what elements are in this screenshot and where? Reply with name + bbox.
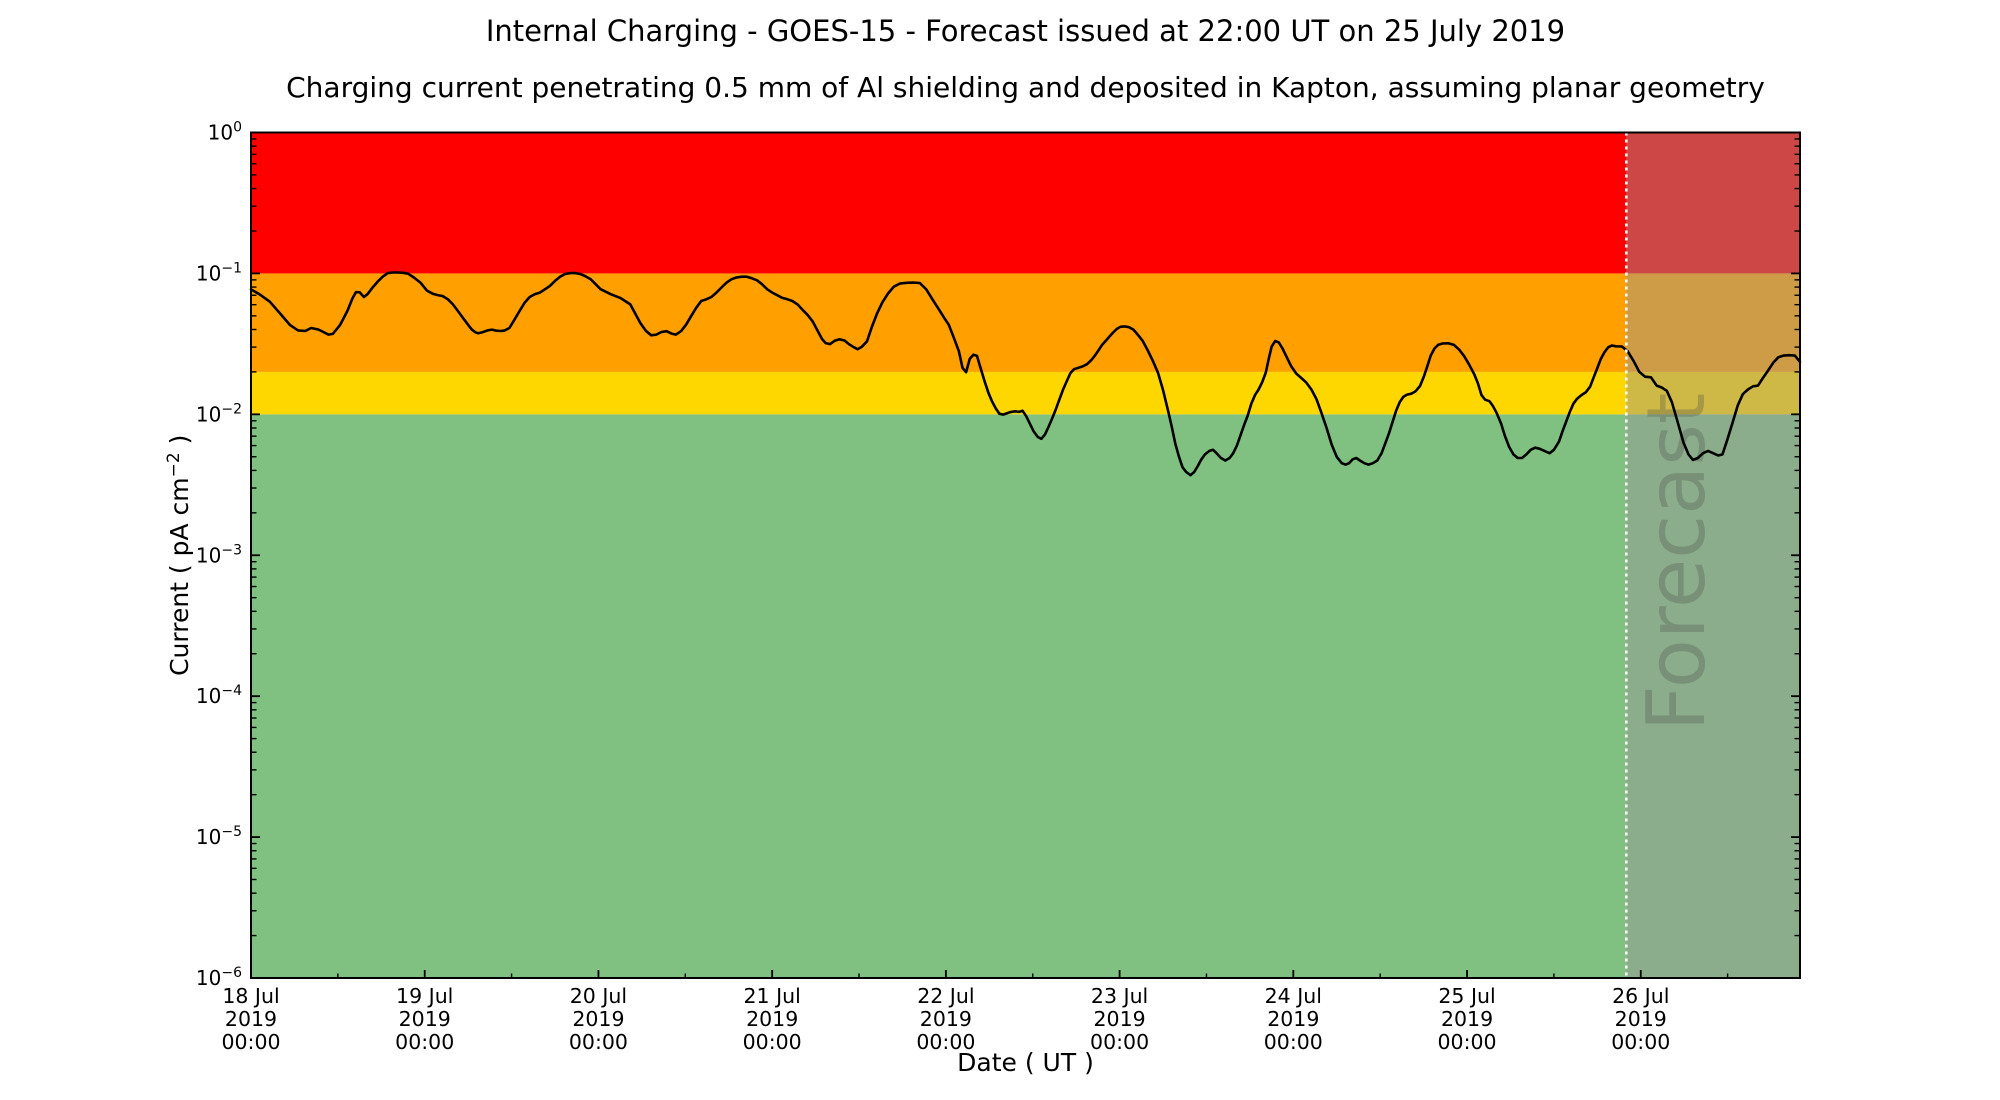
chart-subtitle: Charging current penetrating 0.5 mm of A… (286, 71, 1765, 104)
x-tick-label: 21 Jul 2019 00:00 (743, 984, 802, 1054)
x-tick-label: 18 Jul 2019 00:00 (221, 984, 280, 1054)
plot-border (250, 131, 1801, 979)
x-tick-label: 19 Jul 2019 00:00 (395, 984, 454, 1054)
x-tick-label: 20 Jul 2019 00:00 (569, 984, 628, 1054)
x-tick-label: 24 Jul 2019 00:00 (1264, 984, 1323, 1054)
band-yellow-zone (251, 371, 1800, 415)
y-tick-label: 10−3 (196, 542, 242, 567)
y-tick-label: 10−2 (196, 401, 242, 426)
y-tick-label: 10−5 (196, 824, 242, 849)
forecast-watermark: Forecast (1630, 393, 1723, 732)
y-tick-label: 10−1 (196, 260, 242, 285)
x-tick-label: 26 Jul 2019 00:00 (1611, 984, 1670, 1054)
x-tick-label: 23 Jul 2019 00:00 (1090, 984, 1149, 1054)
chart-title: Internal Charging - GOES-15 - Forecast i… (485, 14, 1566, 48)
series-charging-current (249, 271, 1802, 477)
y-tick-label: 10−4 (196, 683, 242, 708)
band-red-zone (251, 132, 1800, 274)
x-axis-title: Date ( UT ) (957, 1048, 1094, 1077)
y-tick-label: 100 (208, 120, 242, 145)
forecast-overlay (1626, 132, 1800, 978)
band-green-zone (251, 414, 1800, 978)
y-axis-title: Current ( pA cm−2 ) (164, 435, 194, 676)
x-tick-label: 25 Jul 2019 00:00 (1437, 984, 1496, 1054)
x-tick-label: 22 Jul 2019 00:00 (916, 984, 975, 1054)
band-orange-zone (251, 273, 1800, 372)
